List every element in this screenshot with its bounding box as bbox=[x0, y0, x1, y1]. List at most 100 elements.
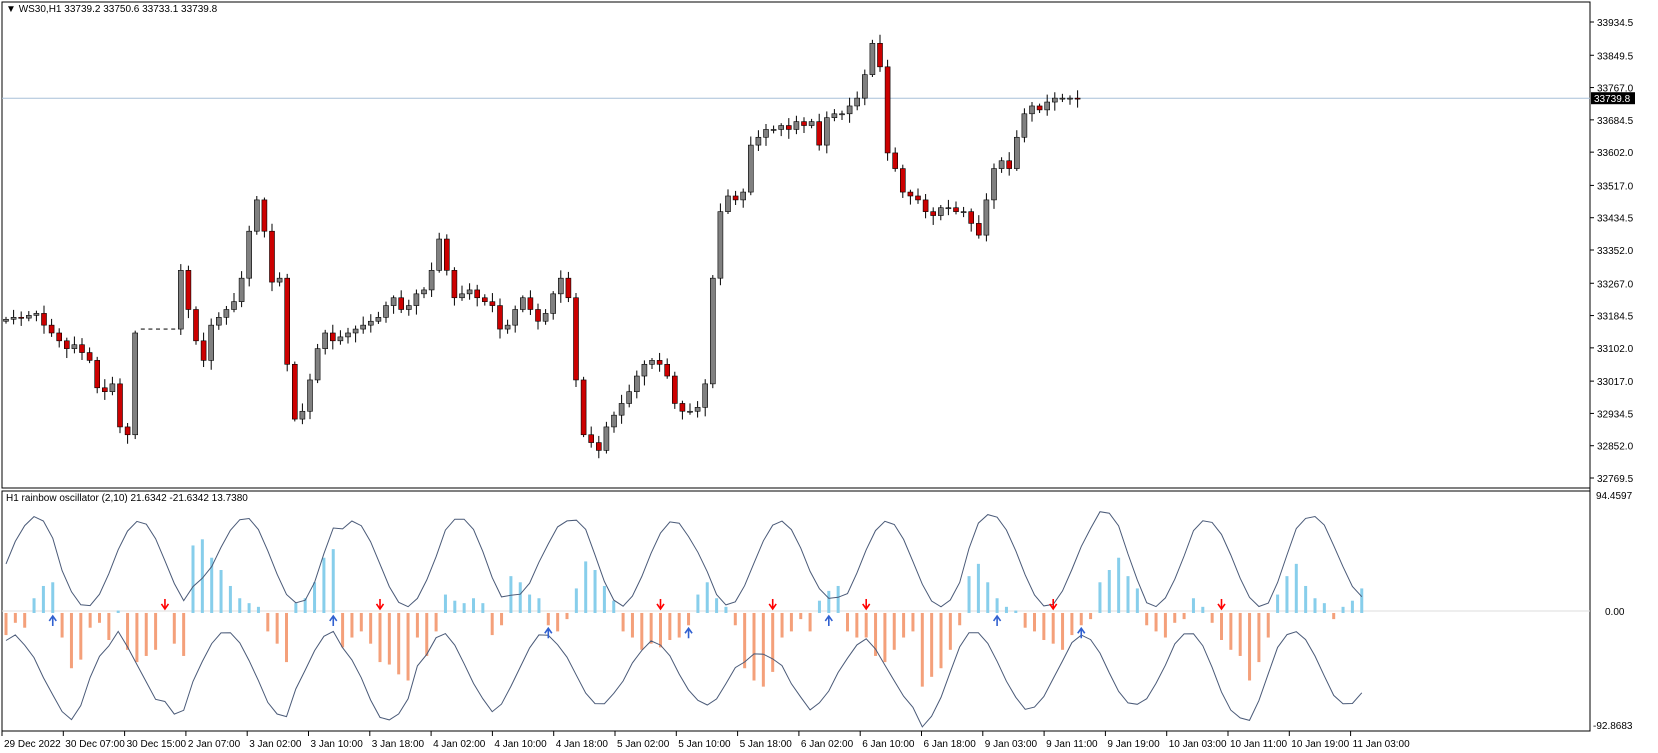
candle bbox=[557, 270, 564, 303]
candle bbox=[413, 289, 420, 315]
histogram-bar bbox=[1191, 598, 1195, 613]
histogram-bar bbox=[584, 561, 588, 613]
candle bbox=[778, 123, 785, 137]
candle bbox=[573, 293, 579, 387]
histogram-bar bbox=[200, 539, 204, 613]
candle bbox=[801, 117, 807, 133]
oscillator-histogram bbox=[4, 539, 1364, 687]
candle bbox=[603, 421, 610, 454]
candle bbox=[3, 316, 9, 324]
histogram-bar bbox=[387, 612, 391, 665]
histogram-bar bbox=[939, 612, 943, 669]
time-tick-label: 10 Jan 03:00 bbox=[1169, 739, 1227, 750]
candle bbox=[535, 303, 541, 330]
candle bbox=[481, 294, 488, 306]
price-tick-label: 32769.5 bbox=[1597, 474, 1634, 485]
histogram-bar bbox=[855, 612, 859, 638]
collapse-triangle-icon[interactable]: ▼ bbox=[6, 4, 16, 15]
histogram-bar bbox=[341, 612, 345, 648]
candle bbox=[390, 295, 397, 314]
candle bbox=[907, 189, 914, 205]
candle bbox=[79, 338, 85, 360]
histogram-bar bbox=[210, 557, 214, 613]
histogram-bar bbox=[752, 612, 756, 681]
candle bbox=[664, 358, 671, 379]
candle bbox=[1029, 102, 1035, 122]
histogram-bar bbox=[743, 612, 747, 669]
histogram-bar bbox=[640, 612, 644, 650]
histogram-bar bbox=[144, 612, 148, 656]
histogram-bar bbox=[799, 612, 803, 620]
candle bbox=[580, 376, 587, 438]
candle bbox=[367, 314, 374, 333]
histogram-bar bbox=[1051, 612, 1055, 644]
buy-arrow-icon bbox=[992, 614, 1002, 626]
candle bbox=[314, 343, 321, 384]
histogram-bar bbox=[528, 594, 532, 613]
histogram-bar bbox=[228, 585, 232, 613]
histogram-bar bbox=[369, 612, 373, 644]
histogram-bar bbox=[1033, 612, 1036, 632]
candle bbox=[193, 306, 199, 345]
histogram-bar bbox=[733, 612, 737, 626]
histogram-bar bbox=[32, 598, 36, 613]
main-price-panel[interactable] bbox=[1, 1, 1591, 489]
buy-arrow-icon bbox=[544, 626, 553, 639]
candle bbox=[383, 301, 389, 323]
price-tick-label: 32934.5 bbox=[1597, 409, 1634, 420]
histogram-bar bbox=[238, 598, 242, 613]
candle bbox=[922, 194, 929, 219]
histogram-bar bbox=[537, 598, 541, 613]
candle bbox=[747, 136, 754, 196]
price-tick-label: 33434.5 bbox=[1597, 214, 1634, 225]
histogram-bar bbox=[107, 612, 111, 640]
histogram-bar bbox=[415, 612, 419, 638]
candle bbox=[831, 109, 838, 122]
candle bbox=[102, 379, 108, 400]
candle bbox=[983, 193, 990, 242]
candle bbox=[56, 328, 63, 348]
candle bbox=[687, 403, 693, 415]
histogram-bar bbox=[1360, 588, 1364, 613]
time-axis: 29 Dec 2022 30 Dec 07:00 30 Dec 15:00 2 Jan… bbox=[1, 731, 1410, 750]
histogram-bar bbox=[817, 600, 821, 613]
candle bbox=[352, 325, 359, 343]
histogram-bar bbox=[518, 582, 522, 613]
histogram-bar bbox=[1201, 606, 1205, 613]
histogram-bar bbox=[948, 612, 952, 650]
candle bbox=[702, 379, 709, 417]
candle bbox=[436, 232, 443, 273]
time-tick-label: 3 Jan 02:00 bbox=[249, 739, 302, 750]
time-tick-label: 30 Dec 15:00 bbox=[127, 739, 187, 750]
sell-arrow-icon bbox=[768, 598, 777, 611]
histogram-bar bbox=[1107, 570, 1111, 613]
price-tick-label: 33184.5 bbox=[1597, 312, 1634, 323]
candle bbox=[869, 39, 876, 77]
histogram-bar bbox=[1089, 612, 1093, 620]
candle bbox=[1044, 94, 1050, 116]
histogram-bar bbox=[303, 598, 307, 613]
histogram-bar bbox=[294, 603, 298, 613]
candle bbox=[1036, 103, 1043, 114]
candle bbox=[953, 201, 959, 215]
histogram-bar bbox=[808, 612, 812, 632]
candle bbox=[649, 358, 655, 369]
histogram-bar bbox=[1210, 612, 1214, 623]
histogram-bar bbox=[313, 582, 317, 613]
symbol-label: WS30,H1 bbox=[18, 4, 62, 15]
candle bbox=[276, 272, 283, 287]
candle bbox=[656, 352, 663, 372]
histogram-bar bbox=[472, 598, 475, 613]
candle bbox=[474, 284, 481, 307]
histogram-bar bbox=[1294, 563, 1298, 613]
candle bbox=[428, 262, 435, 297]
candle bbox=[466, 283, 473, 300]
histogram-bar bbox=[1332, 612, 1336, 620]
histogram-bar bbox=[350, 612, 354, 638]
histogram-bar bbox=[406, 612, 410, 681]
histogram-bar bbox=[1023, 612, 1027, 628]
candle bbox=[299, 403, 306, 425]
candle bbox=[398, 290, 405, 314]
histogram-bar bbox=[546, 612, 550, 626]
